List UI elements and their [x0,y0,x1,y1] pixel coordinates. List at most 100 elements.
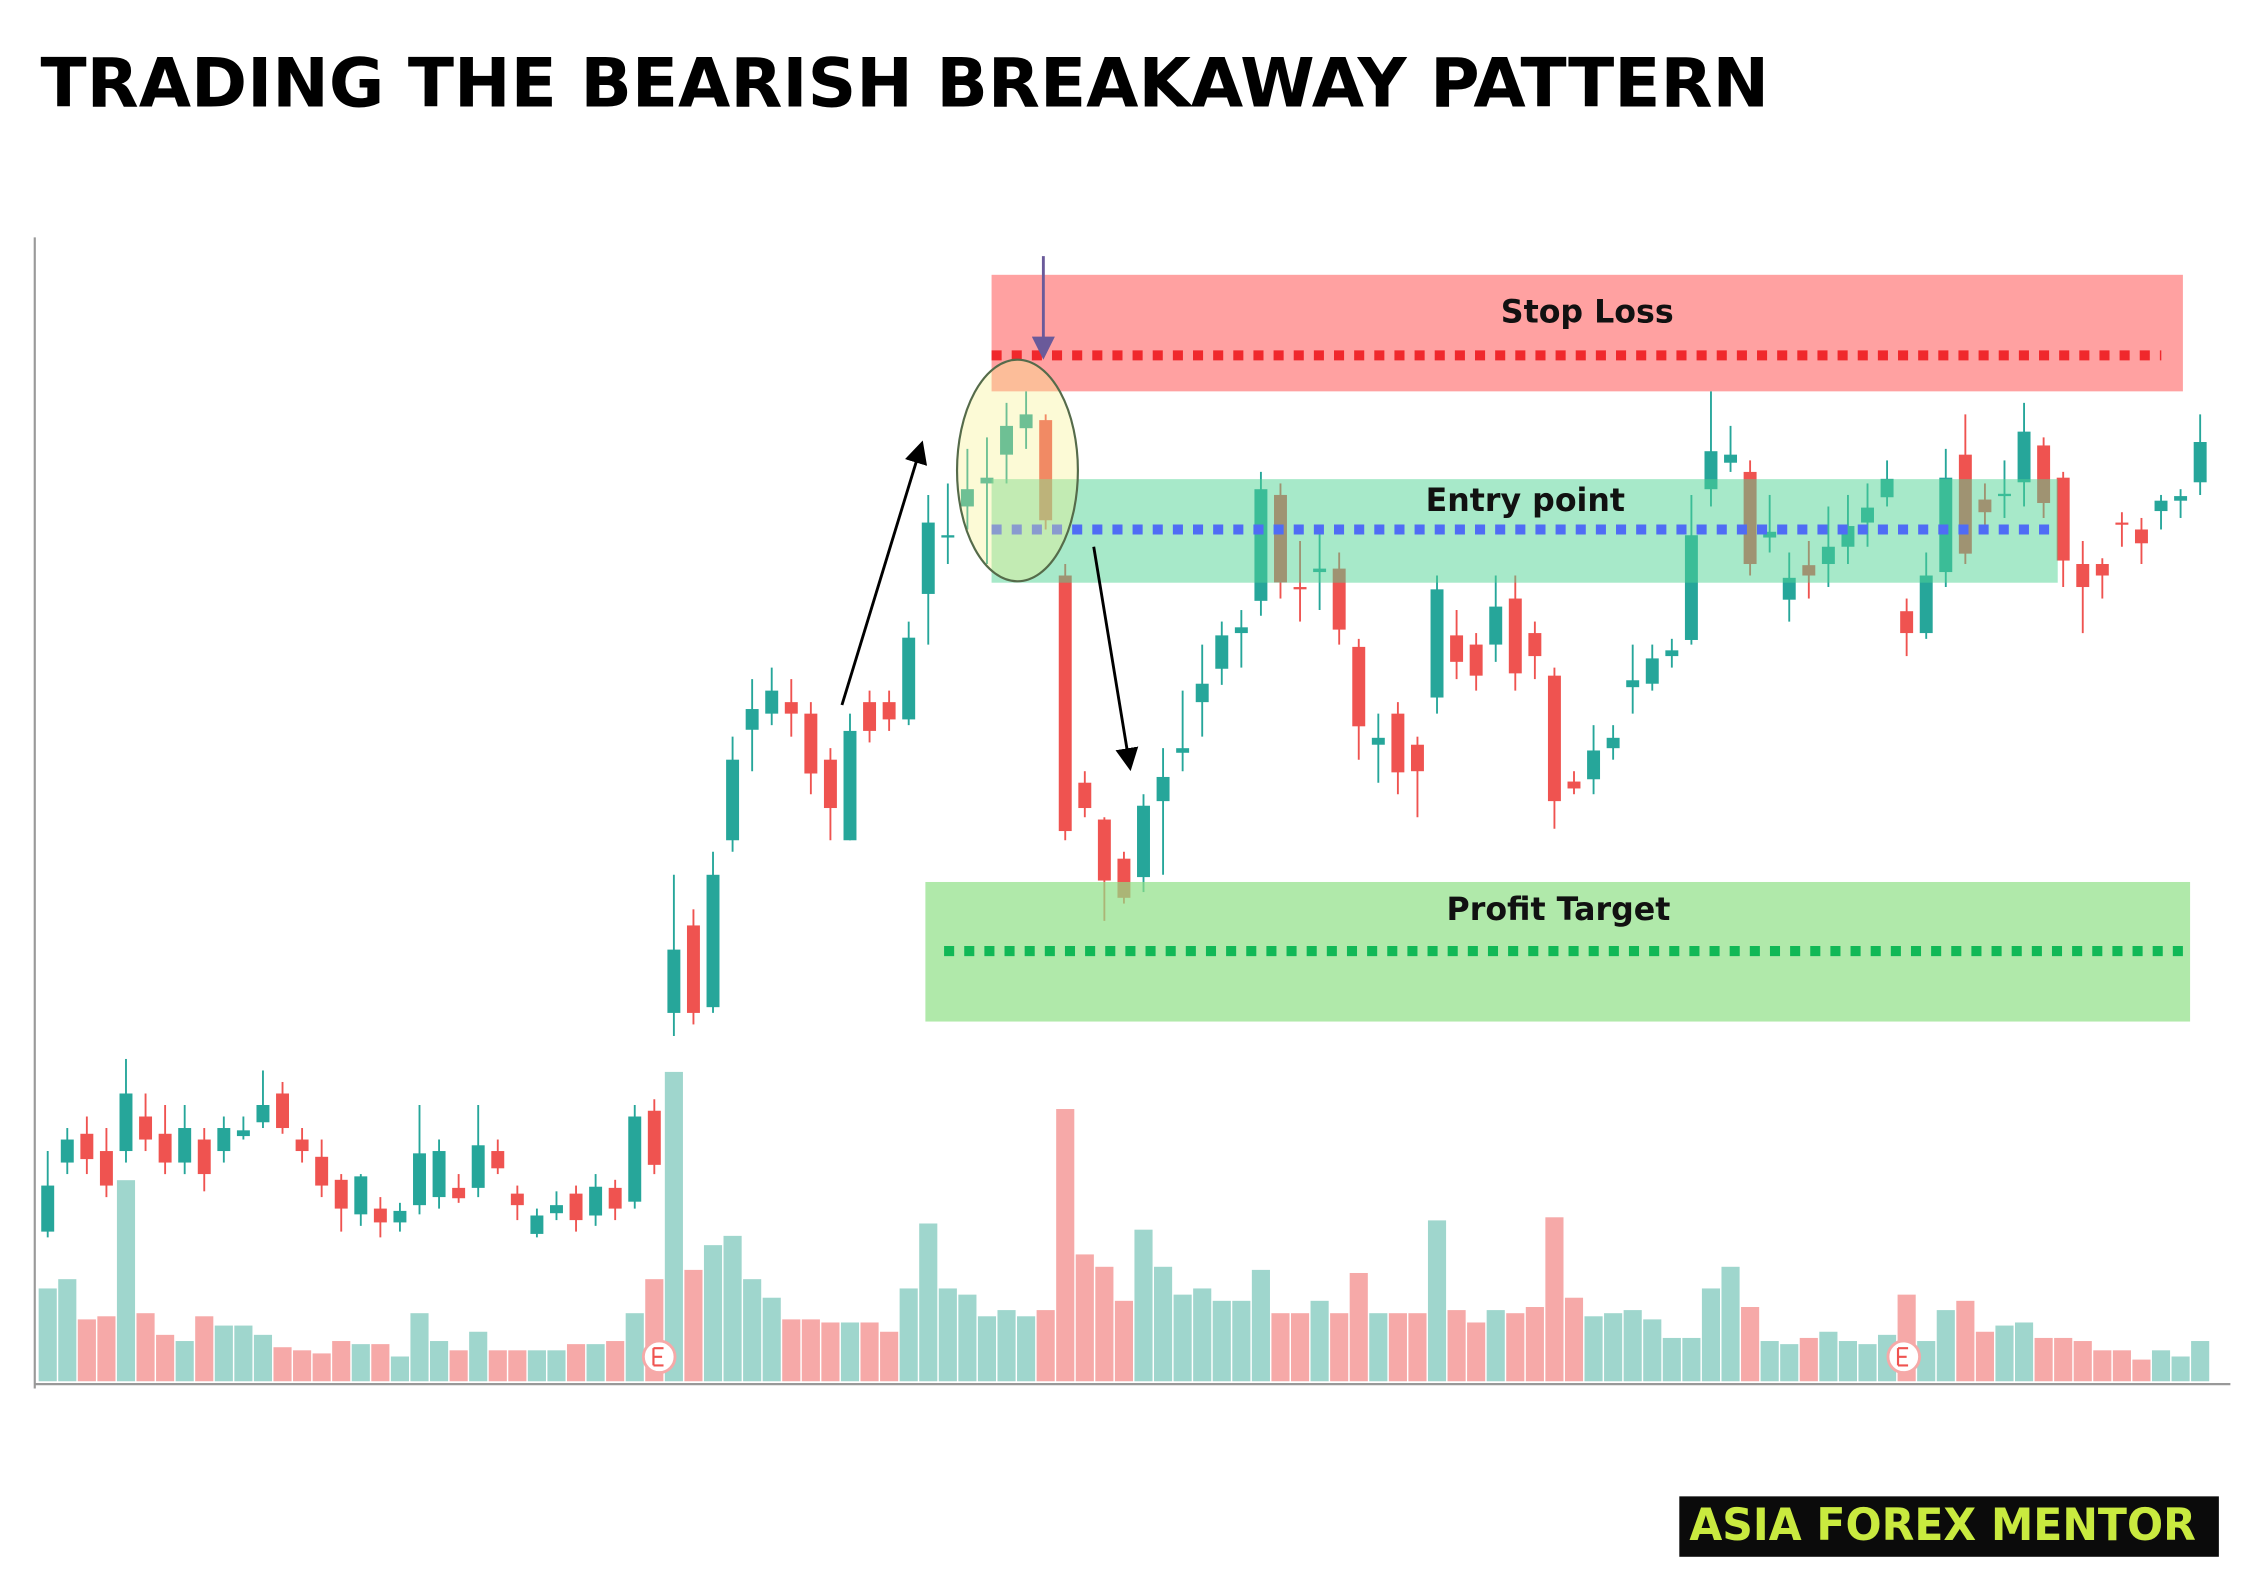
volume-bar [919,1223,938,1382]
candle-body [178,1128,192,1163]
candle-body [197,1139,211,1175]
volume-bar [743,1279,762,1382]
candle-body [2095,564,2109,576]
volume-bar [1564,1297,1584,1382]
candle-body [1606,737,1620,749]
volume-bar [547,1350,566,1382]
volume-bar [469,1331,488,1382]
candle-body [491,1151,505,1169]
candle-body [1000,425,1014,455]
candle-body [1097,819,1111,881]
volume-bar [116,1180,136,1382]
volume-bar [390,1356,409,1382]
volume-bar [1427,1220,1447,1382]
volume-bar [1251,1269,1270,1382]
volume-bar [1408,1313,1427,1382]
candle-body [921,522,935,594]
candle-body [1528,633,1542,657]
volume-bar [234,1325,253,1382]
candle-body [843,730,857,841]
candle-body [608,1187,622,1209]
volume-bar [1095,1266,1114,1382]
volume-bar [1232,1300,1251,1382]
volume-bar [2054,1337,2073,1382]
candle-body [667,949,681,1013]
candle-body [1450,635,1464,662]
volume-bar [97,1316,116,1382]
candle-body [960,489,974,507]
candle-body [452,1187,466,1199]
candle-body [1195,683,1209,703]
candle-body [2115,522,2129,525]
volume-bar [1682,1337,1701,1382]
volume-bar [1056,1109,1075,1382]
candle-body [902,637,916,720]
volume-bar [840,1322,860,1382]
volume-bar [606,1341,625,1382]
candle-body [1489,606,1503,645]
candle-body [647,1110,661,1165]
candle-body [373,1208,387,1223]
volume-bar [1154,1266,1173,1382]
candle-body [1352,646,1366,727]
volume-bar [1956,1300,1975,1382]
volume-bar [527,1350,546,1382]
volume-bar [156,1334,175,1382]
candle-body [41,1185,55,1232]
candle-body [80,1133,94,1160]
candle-body [510,1193,524,1206]
stop-loss-label: Stop Loss [1501,295,1674,331]
stop-loss-band [991,274,2183,392]
candle-body [1919,575,1933,634]
volume-bar [2191,1341,2210,1382]
candle-body [589,1186,603,1216]
candle-body [256,1105,270,1123]
volume-bar [2093,1350,2112,1382]
candle-body [1469,644,1483,676]
candle-body [393,1210,407,1223]
volume-bar [1584,1316,1603,1382]
earnings-marker [1886,1339,1922,1375]
volume-bar [1330,1313,1349,1382]
up-arrow [840,440,928,706]
candle-body [1156,776,1170,802]
candle-body [2076,564,2090,588]
candle-body [1900,611,1914,634]
candle-body [1410,744,1424,772]
volume-bar [508,1350,527,1382]
candle-body [980,477,994,484]
volume-bar [1017,1316,1036,1382]
volume-bar [1271,1313,1290,1382]
candle-body [1665,650,1679,657]
volume-bar [371,1344,390,1382]
volume-bar [1173,1294,1192,1382]
volume-bar [899,1288,918,1382]
volume-bar [977,1316,997,1382]
candle-body [1019,414,1033,429]
candle-body [1430,589,1444,698]
volume-bar [1917,1341,1936,1382]
candle-body [1645,658,1659,684]
volume-bar [273,1347,292,1382]
volume-bar [684,1269,703,1382]
profit-target-label: Profit Target [1447,892,1671,928]
volume-bar [1545,1217,1564,1382]
candle-body [804,713,818,774]
volume-bar [1995,1325,2014,1382]
volume-bar [2171,1356,2190,1382]
volume-bar [1388,1313,1407,1382]
volume-bar [1114,1300,1134,1382]
volume-bar [2151,1350,2171,1382]
volume-bar [1643,1319,1662,1382]
volume-bar [762,1297,781,1382]
candle-body [432,1151,446,1198]
volume-bar [1506,1313,1525,1382]
pattern-highlight [955,358,1079,583]
candle-body [745,709,759,730]
volume-bar [488,1350,507,1382]
volume-bar [214,1325,233,1382]
volume-bar [332,1341,351,1382]
candle-body [2134,529,2148,544]
candle-body [1234,627,1248,634]
